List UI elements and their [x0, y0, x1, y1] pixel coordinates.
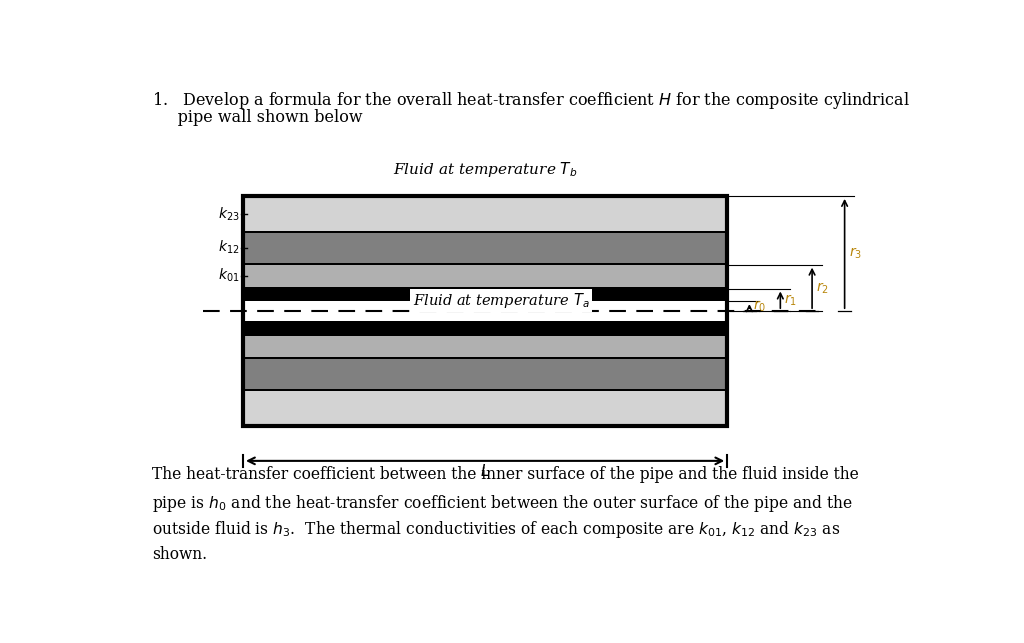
- Text: 1.   Develop a formula for the overall heat-transfer coefficient $H$ for the com: 1. Develop a formula for the overall hea…: [152, 89, 909, 111]
- Text: $k_{12}$: $k_{12}$: [218, 239, 239, 257]
- Text: Fluid at temperature $T_a$: Fluid at temperature $T_a$: [413, 291, 590, 310]
- Bar: [246, 392, 725, 425]
- Text: $r_2$: $r_2$: [816, 280, 829, 296]
- Bar: [246, 359, 725, 390]
- Bar: [246, 336, 725, 358]
- Text: $r_1$: $r_1$: [784, 292, 798, 307]
- Bar: [246, 197, 725, 231]
- Bar: [246, 321, 725, 334]
- Text: pipe is $h_0$ and the heat-transfer coefficient between the outer surface of the: pipe is $h_0$ and the heat-transfer coef…: [152, 493, 853, 514]
- Bar: [243, 196, 727, 426]
- Text: $k_{01}$: $k_{01}$: [218, 267, 239, 284]
- Text: shown.: shown.: [152, 546, 207, 563]
- Text: $r_0$: $r_0$: [754, 298, 767, 314]
- Bar: [246, 265, 725, 287]
- Bar: [243, 196, 727, 426]
- Text: $r_3$: $r_3$: [849, 246, 861, 261]
- Text: outside fluid is $h_3$.  The thermal conductivities of each composite are $k_{01: outside fluid is $h_3$. The thermal cond…: [152, 520, 840, 540]
- Text: pipe wall shown below: pipe wall shown below: [152, 109, 362, 126]
- Text: $L$: $L$: [480, 464, 489, 479]
- Text: $k_{23}$: $k_{23}$: [217, 206, 239, 223]
- Bar: [246, 302, 725, 321]
- Text: The heat-transfer coefficient between the inner surface of the pipe and the flui: The heat-transfer coefficient between th…: [152, 466, 858, 483]
- Text: Fluid at temperature $T_b$: Fluid at temperature $T_b$: [393, 159, 578, 179]
- Bar: [246, 233, 725, 263]
